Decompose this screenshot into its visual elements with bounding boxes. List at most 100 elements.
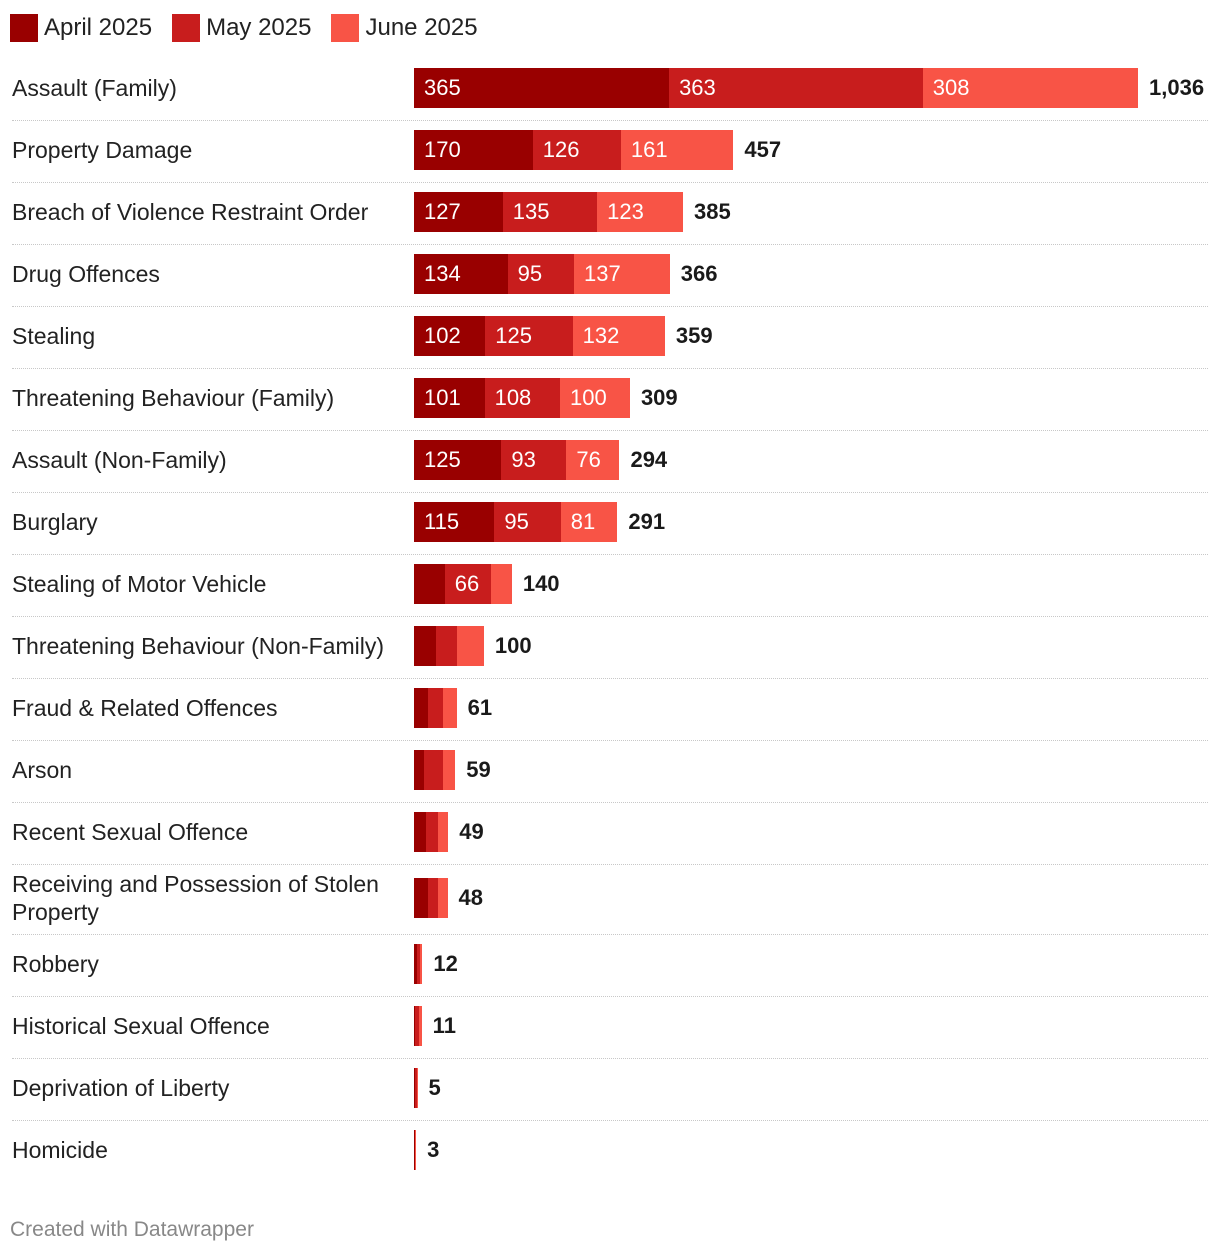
bar-segment-label: 134	[424, 261, 461, 286]
bar-segment-label: 363	[679, 75, 716, 100]
row-divider	[12, 368, 1208, 369]
bar-segment-june-2025	[574, 254, 670, 294]
category-label: Stealing	[12, 323, 96, 349]
row-divider	[12, 306, 1208, 307]
bar-segment-may-2025	[484, 378, 561, 418]
bar-segment-june-2025	[560, 502, 618, 542]
bar-segment-may-2025	[669, 68, 923, 108]
bar-segment-may-2025	[507, 254, 575, 294]
bar-total-label: 59	[466, 757, 491, 782]
category-label: Fraud & Related Offences	[12, 695, 278, 721]
legend-item-may: May 2025	[172, 14, 311, 42]
bar-total-label: 11	[432, 1013, 456, 1038]
bar-total-label: 61	[467, 695, 493, 720]
bar-total-label: 291	[628, 509, 666, 534]
bar-segment-may-2025	[444, 564, 491, 604]
bar-total-label: 140	[522, 571, 560, 596]
row-divider	[12, 430, 1208, 431]
category-label: Robbery	[12, 951, 99, 977]
category-label: Stealing of Motor Vehicle	[12, 571, 267, 597]
bar-segment-label: 115	[424, 509, 460, 534]
bar-segment-april-2025	[414, 378, 485, 418]
bar-total-label: 12	[433, 951, 458, 976]
bar-segment-label: 95	[504, 509, 529, 534]
bar-segment-april-2025	[414, 564, 445, 604]
legend-item-june: June 2025	[331, 14, 478, 42]
bar-segment-june-2025	[420, 944, 423, 984]
bar-segment-label: 123	[607, 199, 644, 224]
bar-segment-may-2025	[494, 502, 561, 542]
bar-segment-may-2025	[414, 1068, 417, 1108]
bar-segment-april-2025	[414, 688, 428, 728]
bar-total-label: 294	[630, 447, 668, 472]
category-label: Homicide	[12, 1137, 108, 1163]
bar-segment-april-2025	[414, 192, 503, 232]
legend-swatch-june	[331, 14, 360, 42]
bar-segment-label: 127	[424, 199, 461, 224]
bar-segment-label: 170	[424, 137, 461, 162]
bar-segment-june-2025	[597, 192, 684, 232]
bar-segment-label: 132	[582, 323, 620, 348]
bar-segment-june-2025	[922, 68, 1138, 108]
legend-item-april: April 2025	[10, 14, 152, 42]
bar-segment-label: 100	[570, 385, 607, 410]
bar-segment-april-2025	[414, 812, 426, 852]
bar-segment-label: 66	[454, 571, 480, 596]
bar-total-label: 457	[744, 137, 782, 162]
row-divider	[12, 244, 1208, 245]
category-label: Threatening Behaviour (Family)	[12, 385, 335, 411]
bar-segment-label: 108	[494, 385, 532, 410]
bar-total-label: 100	[494, 633, 532, 658]
legend-swatch-may	[172, 14, 201, 42]
category-label: Burglary	[12, 509, 98, 535]
bar-total-label: 48	[458, 885, 484, 910]
stacked-bar-chart: Assault (Family) 365 363 308 1,036 Property D…	[0, 58, 1220, 1186]
bar-segment-label: 126	[542, 137, 580, 162]
bar-segment-april-2025	[414, 440, 502, 480]
bar-segment-may-2025	[414, 1130, 416, 1170]
legend-label-april: April 2025	[44, 14, 153, 41]
bar-segment-april-2025	[414, 130, 533, 170]
bar-total-label: 385	[694, 199, 731, 224]
bar-segment-april-2025	[414, 626, 437, 666]
category-label: Historical Sexual Offence	[12, 1013, 270, 1039]
bar-segment-label: 93	[511, 447, 536, 472]
bar-segment-april-2025	[414, 254, 508, 294]
footer-credit: Created with Datawrapper	[10, 1218, 254, 1241]
bar-segment-june-2025	[418, 1006, 422, 1046]
row-divider	[12, 554, 1208, 555]
bar-segment-may-2025	[501, 440, 567, 480]
row-divider	[12, 996, 1208, 997]
row-divider	[12, 616, 1208, 617]
bar-segment-may-2025	[415, 1006, 419, 1046]
bar-segment-april-2025	[414, 750, 424, 790]
bar-segment-label: 308	[932, 75, 970, 100]
bar-segment-label: 81	[570, 509, 596, 534]
category-label: Deprivation of Liberty	[12, 1075, 230, 1101]
bar-segment-april-2025	[414, 878, 428, 918]
bar-segment-may-2025	[485, 316, 573, 356]
bar-segment-may-2025	[427, 688, 443, 728]
bar-segment-june-2025	[566, 440, 620, 480]
bar-segment-april-2025	[414, 944, 417, 984]
row-divider	[12, 934, 1208, 935]
bar-segment-june-2025	[442, 750, 456, 790]
category-label: Recent Sexual Offence	[12, 819, 249, 845]
bar-total-label: 359	[675, 323, 713, 348]
row-divider	[12, 120, 1208, 121]
bar-segment-june-2025	[560, 378, 630, 418]
category-label: Breach of Violence Restraint Order	[12, 199, 369, 225]
bar-segment-april-2025	[414, 502, 495, 542]
row-divider	[12, 864, 1208, 865]
category-label: Drug Offences	[12, 261, 160, 287]
category-label: Arson	[12, 757, 73, 783]
category-label: Property Damage	[12, 137, 193, 163]
bar-segment-label: 125	[424, 447, 461, 472]
category-label: Threatening Behaviour (Non-Family)	[12, 633, 384, 659]
bar-segment-may-2025	[425, 812, 438, 852]
legend-label-june: June 2025	[365, 14, 478, 41]
bar-segment-label: 95	[517, 261, 543, 286]
bar-total-label: 3	[427, 1137, 440, 1162]
bar-segment-may-2025	[532, 130, 621, 170]
row-divider	[12, 182, 1208, 183]
